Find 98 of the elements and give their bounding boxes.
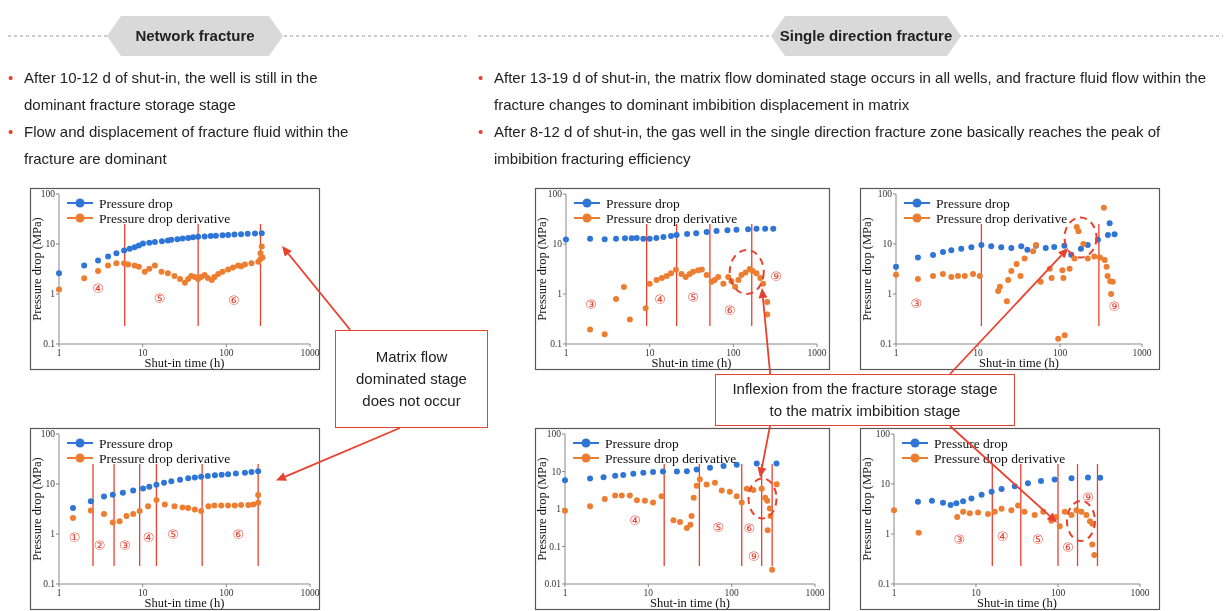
x-tick-label: 1000 — [300, 588, 320, 598]
text: • After 13-19 d of shut-in, the matrix flow dominated stage occurs in all wells, and fracture fluid flow within the fracture changes to dominant imbibition displacement in matrix — [478, 68, 1207, 115]
y-tick-label: 0.1 — [43, 579, 56, 589]
annotation: ⑤ — [153, 291, 166, 307]
legend-label: Pressure drop derivative — [605, 451, 737, 466]
annotation: ④ — [654, 291, 666, 307]
text: Matrix flow dominated stage does not occur — [355, 347, 468, 411]
legend-label: Pressure drop derivative — [936, 211, 1068, 226]
x-tick-label: 1000 — [807, 348, 827, 358]
x-axis-title: Shut-in time (h) — [650, 596, 730, 610]
legend-label: Pressure drop — [99, 436, 174, 451]
x-tick-label: 10 — [973, 348, 983, 358]
annotation: ⑥ — [1062, 539, 1074, 555]
x-tick-label: 100 — [219, 588, 234, 598]
x-tick-label: 10 — [643, 588, 654, 598]
annotation: ① — [68, 530, 81, 546]
legend-label: Pressure drop derivative — [99, 211, 231, 226]
y-tick-label: 0.1 — [550, 339, 563, 349]
annotation: ④ — [996, 529, 1009, 545]
legend-label: Pressure drop — [99, 196, 174, 211]
y-axis-title: Pressure drop (MPa) — [535, 217, 549, 321]
annotation: ③ — [910, 296, 923, 312]
annotation: ⑤ — [167, 527, 179, 543]
y-tick-label: 10 — [45, 239, 56, 249]
annotation: ④ — [629, 512, 641, 528]
x-tick-label: 100 — [726, 348, 741, 358]
y-tick-label: 1 — [556, 504, 562, 514]
y-tick-label: 1 — [50, 289, 56, 299]
y-tick-label: 1 — [887, 289, 893, 299]
annotation: ② — [93, 538, 106, 554]
annotation: ⑨ — [770, 268, 782, 284]
legend-label: Pressure drop derivative — [606, 211, 738, 226]
text: • After 8-12 d of shut-in, the gas well in the single direction fracture zone basically reaches the peak of imbibition fracturing efficiency — [478, 122, 1162, 169]
x-axis-title: Shut-in time (h) — [651, 356, 732, 370]
y-axis-title: Pressure drop (MPa) — [30, 457, 44, 561]
y-tick-label: 10 — [880, 479, 891, 489]
y-tick-label: 10 — [882, 239, 893, 249]
x-tick-label: 100 — [219, 348, 234, 358]
annotation: ⑥ — [743, 521, 756, 537]
x-tick-label: 10 — [137, 348, 148, 358]
y-axis-title: Pressure drop (MPa) — [860, 457, 874, 561]
y-tick-label: 1 — [50, 529, 56, 539]
text: Inflexion from the fracture storage stage to the matrix imbibition stage — [731, 379, 999, 421]
annotation: ④ — [92, 281, 104, 297]
y-tick-label: 0.1 — [878, 579, 891, 589]
x-tick-label: 1000 — [805, 588, 825, 598]
y-tick-label: 100 — [547, 189, 563, 199]
x-tick-label: 10 — [137, 588, 148, 598]
y-axis-title: Pressure drop (MPa) — [30, 217, 44, 321]
annotation: ⑨ — [747, 548, 760, 564]
y-tick-label: 10 — [551, 466, 562, 477]
y-axis-title: Pressure drop (MPa) — [535, 457, 549, 561]
annotation: ③ — [585, 296, 597, 312]
x-tick-label: 100 — [1050, 588, 1066, 598]
legend-label: Pressure drop — [936, 196, 1011, 211]
annotation: ⑥ — [232, 527, 245, 543]
annotation: ⑥ — [228, 293, 240, 309]
x-axis-title: Shut-in time (h) — [144, 596, 225, 610]
x-tick-label: 100 — [1052, 348, 1068, 358]
annotation: ④ — [142, 530, 155, 546]
x-tick-label: 1000 — [1132, 348, 1152, 358]
y-axis-title: Pressure drop (MPa) — [860, 217, 874, 321]
y-tick-label: 100 — [40, 189, 56, 199]
legend-label: Pressure drop derivative — [99, 451, 231, 466]
text: • After 10-12 d of shut-in, the well is still in the dominant fracture storage stage — [8, 68, 319, 115]
x-axis-title: Shut-in time (h) — [979, 356, 1059, 370]
annotation: ⑤ — [1032, 531, 1044, 547]
y-tick-label: 1 — [885, 529, 891, 539]
x-axis-title: Shut-in time (h) — [144, 356, 225, 370]
y-tick-label: 0.1 — [43, 339, 56, 349]
x-tick-label: 1000 — [300, 348, 320, 358]
legend-label: Pressure drop — [606, 196, 681, 211]
y-tick-label: 100 — [546, 429, 562, 439]
annotation: ③ — [953, 531, 966, 547]
text: Single direction fracture — [779, 27, 953, 44]
x-tick-label: 10 — [971, 588, 981, 598]
x-tick-label: 10 — [644, 348, 655, 358]
y-tick-label: 1 — [557, 289, 563, 299]
y-tick-label: 0.1 — [549, 541, 562, 552]
annotation: ⑨ — [1108, 298, 1121, 314]
y-tick-label: 10 — [552, 239, 563, 249]
x-tick-label: 1000 — [1130, 588, 1150, 598]
x-axis-title: Shut-in time (h) — [977, 596, 1057, 610]
annotation: ③ — [118, 538, 131, 554]
y-tick-label: 0.1 — [880, 339, 893, 349]
y-tick-label: 0.01 — [544, 579, 562, 589]
x-tick-label: 100 — [724, 588, 740, 598]
y-tick-label: 10 — [45, 479, 56, 489]
annotation: ⑨ — [1082, 490, 1094, 506]
y-tick-label: 100 — [875, 429, 891, 439]
text: • Flow and displacement of fracture fluid within the fracture are dominant — [8, 122, 350, 169]
annotation: ⑥ — [724, 302, 736, 318]
legend-label: Pressure drop — [605, 436, 680, 451]
annotation: ⑤ — [712, 519, 725, 535]
annotation: ⑤ — [687, 290, 699, 306]
y-tick-label: 100 — [40, 429, 56, 439]
y-tick-label: 100 — [877, 189, 893, 199]
text: Network fracture — [135, 27, 255, 44]
